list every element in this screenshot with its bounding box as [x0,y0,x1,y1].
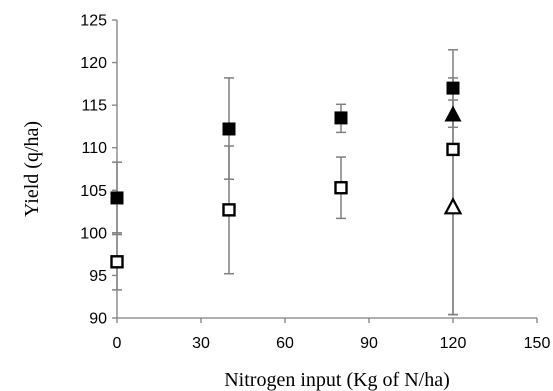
data-point-filled-square [334,111,348,125]
x-tick-label: 30 [192,335,210,352]
y-tick-label: 105 [80,183,107,200]
x-tick-label: 60 [276,335,294,352]
x-tick-label: 90 [360,335,378,352]
data-point-filled-square [446,81,460,95]
data-point-open-square [222,203,236,217]
y-tick-label: 125 [80,13,107,30]
data-point-filled-square [110,191,124,205]
data-point-open-square [334,181,348,195]
data-markers [110,81,463,269]
x-tick-label: 0 [113,335,122,352]
y-axis-title: Yield (q/ha) [21,121,43,217]
y-tick-label: 90 [89,311,107,328]
y-tick-label: 100 [80,225,107,242]
y-tick-label: 115 [81,98,107,115]
data-point-open-square [110,255,124,269]
error-bars [112,49,458,316]
data-point-filled-square [222,122,236,136]
ticks: 90 95 100 105 110 115 120 125 0 30 60 90 120 150 [80,13,550,353]
x-axis-title: Nitrogen input (Kg of N/ha) [224,369,450,391]
y-tick-label: 95 [89,268,107,285]
y-tick-label: 110 [81,140,107,157]
data-point-open-triangle [443,196,463,215]
x-tick-label: 150 [524,335,551,352]
x-tick-label: 120 [440,335,467,352]
axes [116,20,537,319]
data-point-open-square [446,142,460,157]
y-tick-label: 120 [80,55,107,72]
data-point-filled-triangle [444,105,462,122]
